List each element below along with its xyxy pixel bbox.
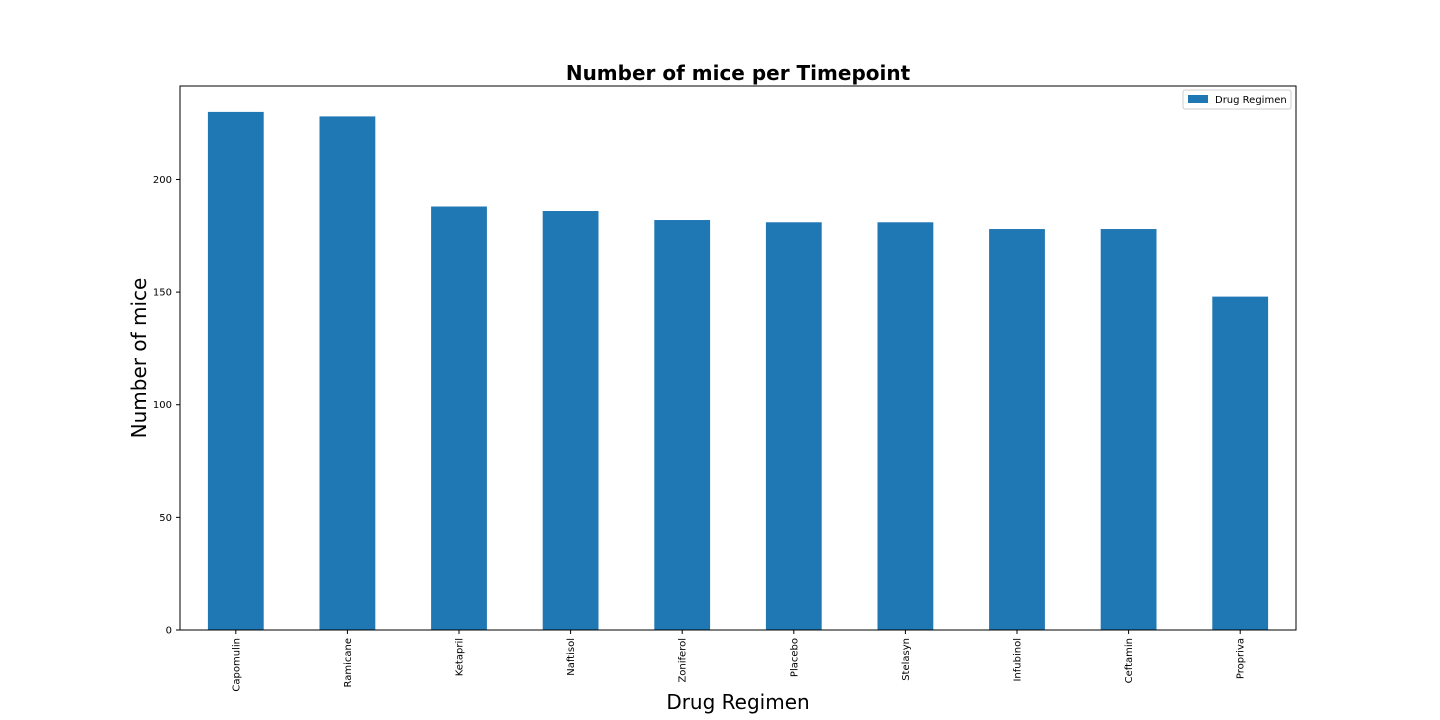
bar-stelasyn: [877, 222, 934, 631]
bar-ceftamin: [1100, 229, 1157, 630]
x-tick-label-ceftamin: Ceftamin: [1124, 638, 1135, 683]
bar-ketapril: [431, 206, 487, 630]
x-tick-label-stelasyn: Stelasyn: [901, 638, 912, 681]
y-tick-label-100: 100: [153, 400, 172, 411]
legend-box: [1182, 89, 1292, 110]
chart-title: Number of mice per Timepoint: [566, 61, 911, 85]
plot-frame: [179, 85, 1297, 631]
legend: Drug Regimen: [1182, 89, 1292, 110]
bar-propriva: [1212, 296, 1269, 630]
y-axis: 0 50 100 150 200: [153, 175, 180, 637]
x-tick-label-ramicane: Ramicane: [343, 638, 354, 688]
bar-capomulin: [207, 111, 264, 630]
bar-zoniferol: [654, 220, 711, 630]
y-tick-label-50: 50: [159, 513, 172, 524]
y-axis-label: Number of mice: [127, 278, 151, 439]
x-tick-label-propriva: Propriva: [1236, 638, 1247, 679]
x-axis-label: Drug Regimen: [666, 690, 809, 714]
x-tick-label-placebo: Placebo: [789, 638, 800, 677]
x-axis: Capomulin Ramicane Ketapril Naftisol Zonifer…: [231, 630, 1247, 692]
bar-infubinol: [989, 229, 1045, 630]
bars-group: [207, 111, 1269, 631]
x-tick-label-infubinol: Infubinol: [1013, 638, 1024, 682]
legend-swatch: [1188, 95, 1208, 103]
bar-placebo: [765, 222, 822, 631]
bar-ramicane: [319, 116, 376, 631]
y-tick-label-200: 200: [153, 175, 172, 186]
bar-naftisol: [542, 211, 599, 631]
x-tick-label-zoniferol: Zoniferol: [678, 638, 689, 683]
x-tick-label-naftisol: Naftisol: [566, 638, 577, 676]
x-tick-label-capomulin: Capomulin: [231, 638, 242, 692]
x-tick-label-ketapril: Ketapril: [455, 638, 466, 676]
y-tick-label-150: 150: [153, 288, 172, 299]
legend-label: Drug Regimen: [1215, 95, 1287, 106]
y-tick-label-0: 0: [166, 626, 172, 637]
